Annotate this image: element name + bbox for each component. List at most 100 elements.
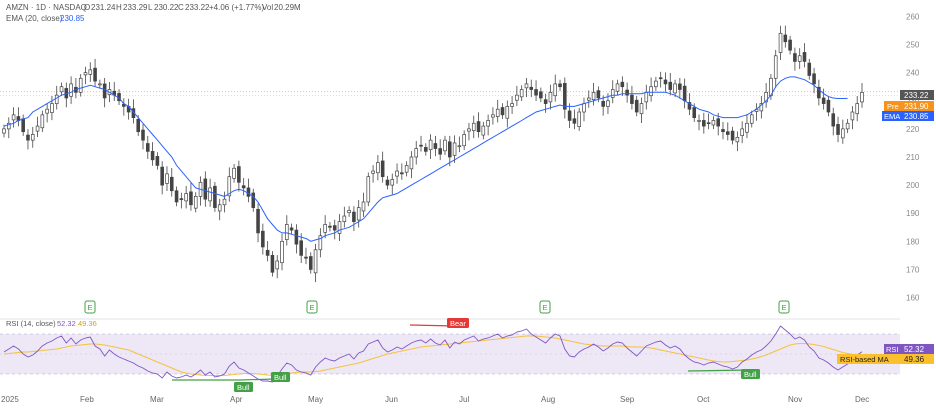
candle[interactable] [486, 114, 490, 136]
candle[interactable] [270, 251, 275, 277]
candle[interactable] [285, 215, 289, 246]
candle[interactable] [649, 77, 653, 102]
candle[interactable] [725, 122, 730, 141]
candle[interactable] [759, 95, 764, 119]
candle[interactable] [409, 151, 414, 179]
candle[interactable] [462, 130, 466, 150]
candle[interactable] [620, 76, 625, 96]
candle[interactable] [534, 80, 538, 102]
candle[interactable] [447, 135, 452, 167]
candle[interactable] [169, 167, 174, 197]
ema-line[interactable] [3, 76, 848, 242]
candle[interactable] [658, 71, 663, 88]
bear-divergence[interactable]: Bear [409, 318, 469, 328]
candle[interactable] [500, 103, 505, 120]
candle[interactable] [184, 185, 188, 209]
candle[interactable] [69, 76, 73, 104]
candle[interactable] [510, 95, 514, 114]
rsi-legend[interactable]: RSI (14, close) 52.32 49.36 [6, 319, 97, 328]
candle[interactable] [40, 110, 45, 132]
candle[interactable] [481, 121, 486, 140]
candle[interactable] [251, 188, 256, 212]
earnings-marker[interactable]: E [539, 300, 551, 314]
candle[interactable] [433, 135, 438, 157]
candle[interactable] [654, 76, 658, 91]
candle[interactable] [841, 119, 845, 144]
candle[interactable] [26, 129, 30, 150]
candle[interactable] [558, 79, 562, 91]
candle[interactable] [400, 163, 404, 180]
candle[interactable] [553, 74, 558, 102]
candle[interactable] [30, 126, 35, 148]
candle[interactable] [634, 95, 639, 117]
candle[interactable] [83, 66, 88, 85]
candle[interactable] [280, 233, 284, 271]
candle[interactable] [491, 107, 495, 125]
candle[interactable] [256, 203, 260, 243]
candle[interactable] [390, 173, 395, 195]
candle[interactable] [721, 121, 725, 140]
candle[interactable] [102, 78, 107, 108]
candle[interactable] [630, 85, 634, 110]
candle[interactable] [610, 80, 615, 104]
candle[interactable] [193, 192, 198, 213]
candle[interactable] [524, 78, 529, 98]
bull-divergence[interactable]: Bull [172, 379, 253, 392]
candle[interactable] [371, 165, 375, 183]
candle[interactable] [495, 99, 500, 123]
candle[interactable] [438, 139, 442, 161]
candle[interactable] [376, 155, 380, 181]
candle[interactable] [294, 224, 299, 254]
candle[interactable] [241, 178, 246, 196]
candle[interactable] [232, 164, 236, 183]
candle[interactable] [366, 172, 371, 207]
candle[interactable] [764, 83, 768, 108]
candle[interactable] [749, 110, 754, 128]
candle[interactable] [826, 95, 831, 117]
candle[interactable] [59, 82, 64, 96]
candle[interactable] [313, 243, 318, 283]
candle[interactable] [342, 206, 347, 228]
candle[interactable] [35, 116, 40, 138]
candle[interactable] [471, 115, 476, 139]
candle[interactable] [289, 223, 294, 235]
candle[interactable] [788, 35, 792, 55]
rsi-ma-line[interactable] [3, 335, 862, 376]
bull-divergence[interactable]: Bull [239, 372, 290, 382]
candle[interactable] [93, 58, 97, 87]
candle[interactable] [457, 136, 462, 153]
candle[interactable] [797, 48, 802, 70]
candle[interactable] [836, 116, 840, 143]
candle[interactable] [702, 112, 706, 134]
candle[interactable] [160, 161, 164, 195]
candle[interactable] [807, 58, 812, 80]
candle[interactable] [78, 74, 83, 97]
candle[interactable] [663, 72, 668, 92]
candle[interactable] [515, 85, 519, 107]
candle[interactable] [778, 25, 783, 61]
candle[interactable] [174, 186, 179, 207]
candle[interactable] [7, 117, 11, 139]
candle[interactable] [261, 223, 265, 255]
candle[interactable] [308, 252, 313, 274]
candle[interactable] [740, 121, 744, 144]
candle[interactable] [323, 215, 327, 239]
candle[interactable] [586, 90, 591, 108]
candle[interactable] [347, 206, 351, 217]
candle[interactable] [227, 167, 232, 202]
candle[interactable] [404, 161, 409, 177]
candle[interactable] [563, 77, 567, 119]
candle[interactable] [222, 191, 227, 213]
candle[interactable] [88, 62, 93, 82]
candle[interactable] [98, 79, 102, 89]
candle[interactable] [213, 182, 217, 212]
symbol-text[interactable]: AMZN · 1D · NASDAQ [6, 3, 87, 12]
candle[interactable] [812, 67, 816, 94]
candle[interactable] [850, 106, 855, 130]
candle[interactable] [697, 114, 701, 131]
candle[interactable] [150, 142, 155, 166]
candle[interactable] [217, 198, 222, 221]
candle[interactable] [208, 178, 212, 207]
candle[interactable] [332, 219, 337, 240]
